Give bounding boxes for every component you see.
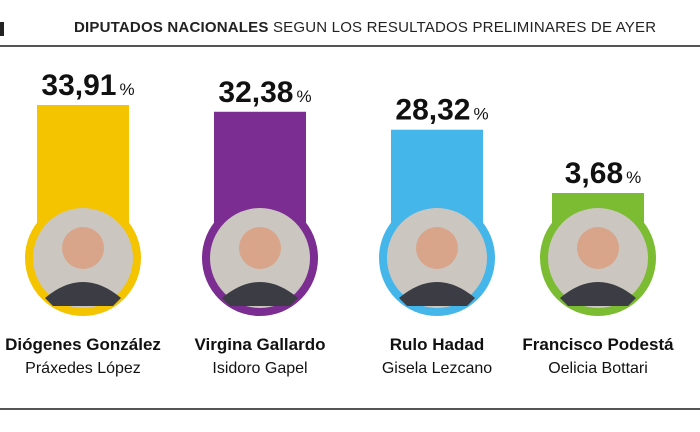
portrait-photo-icon xyxy=(210,208,310,308)
secondary-label: Práxedes López xyxy=(25,360,141,377)
value-label: 33,91% xyxy=(41,69,134,102)
value-label-number: 33,91 xyxy=(41,69,116,102)
value-label: 32,38% xyxy=(218,76,311,109)
bottom-rule xyxy=(0,408,700,410)
secondary-label: Gisela Lezcano xyxy=(382,360,492,377)
chart-title: DIPUTADOS NACIONALES SEGUN LOS RESULTADO… xyxy=(74,19,656,36)
category-label: Francisco Podestá xyxy=(522,335,674,354)
candidate-group: 3,68 % Francisco Podestá Oelicia Bottari xyxy=(522,157,674,377)
portrait-shoulders xyxy=(399,282,475,306)
chart-title-rest: SEGUN LOS RESULTADOS PRELIMINARES DE AYE… xyxy=(272,19,657,36)
portrait-head xyxy=(62,227,104,269)
header-rule xyxy=(0,45,700,47)
portrait-photo-icon xyxy=(387,208,487,308)
value-label-unit: % xyxy=(296,87,311,106)
value-label: 3,68% xyxy=(565,157,642,190)
portrait-photo-icon xyxy=(33,208,133,308)
value-label-unit: % xyxy=(119,80,134,99)
category-label: Rulo Hadad xyxy=(390,335,484,354)
value-label: 28,32% xyxy=(395,94,488,127)
portrait-shoulders xyxy=(45,282,121,306)
portrait-shoulders xyxy=(560,282,636,306)
portrait-head xyxy=(577,227,619,269)
portrait-photo-icon xyxy=(548,208,648,308)
value-label-unit: % xyxy=(473,105,488,124)
value-label-number: 28,32 xyxy=(395,94,470,127)
candidate-group: 28,32 % Rulo Hadad Gisela Lezcano xyxy=(379,94,495,377)
secondary-label: Oelicia Bottari xyxy=(548,360,648,377)
portrait-shoulders xyxy=(222,282,298,306)
portrait-head xyxy=(416,227,458,269)
candidate-group: 32,38 % Virgina Gallardo Isidoro Gapel xyxy=(194,76,325,377)
value-label-number: 3,68 xyxy=(565,157,623,190)
chart-header: DIPUTADOS NACIONALES SEGUN LOS RESULTADO… xyxy=(0,0,700,48)
category-label: Diógenes González xyxy=(5,335,161,354)
value-label-number: 32,38 xyxy=(218,76,293,109)
portrait-head xyxy=(239,227,281,269)
candidate-group: 33,91 % Diógenes González Práxedes López xyxy=(5,69,161,377)
chart-title-bold: DIPUTADOS NACIONALES xyxy=(74,19,269,36)
edge-mark xyxy=(0,22,4,36)
secondary-label: Isidoro Gapel xyxy=(212,360,307,377)
value-label-unit: % xyxy=(626,168,641,187)
category-label: Virgina Gallardo xyxy=(194,335,325,354)
